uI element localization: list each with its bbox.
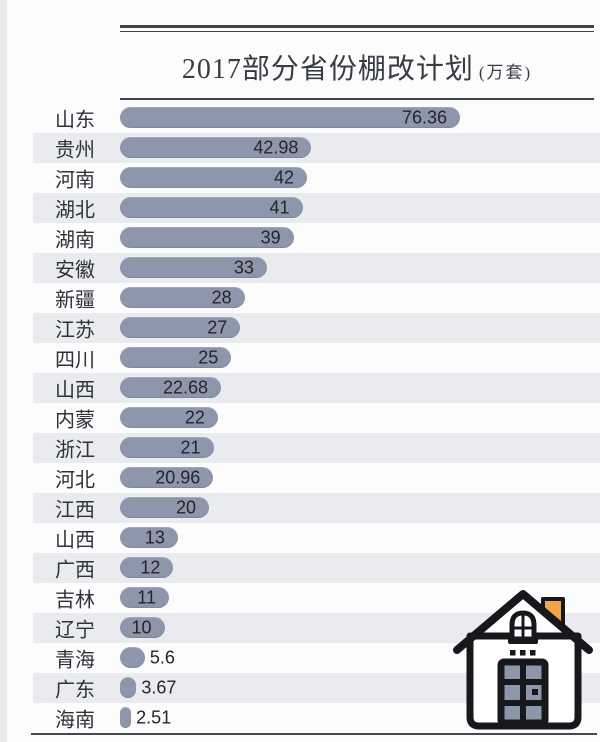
value-bar (120, 587, 169, 608)
chart-row: 广西 12 (0, 553, 600, 583)
province-label: 吉林 (55, 589, 95, 612)
province-label: 广东 (55, 679, 95, 702)
value-bar (120, 377, 221, 398)
value-label: 21 (180, 437, 201, 458)
province-label: 山东 (55, 109, 95, 132)
value-label: 25 (198, 347, 219, 368)
left-edge-strip (0, 0, 7, 742)
province-label: 河南 (55, 169, 95, 192)
value-bar (120, 197, 303, 218)
province-label: 四川 (55, 349, 95, 372)
title-top-rule (120, 25, 594, 32)
house-icon (453, 590, 593, 730)
facade-dot (530, 650, 536, 656)
province-label: 湖北 (55, 199, 95, 222)
value-bar (120, 287, 245, 308)
value-label: 10 (131, 617, 152, 638)
province-label: 安徽 (55, 259, 95, 282)
province-label: 江苏 (55, 319, 95, 342)
value-bar (120, 677, 137, 698)
chart-row: 河北 20.96 (0, 463, 600, 493)
province-label: 新疆 (55, 289, 95, 312)
chart-row: 山西 13 (0, 523, 600, 553)
value-bar (120, 647, 145, 668)
chart-row: 安徽 33 (0, 253, 600, 283)
chart-row: 四川 25 (0, 343, 600, 373)
bar-chart: 山东 76.36 贵州 42.98 河南 42 湖北 41 湖南 39 安徽 33 新疆 28 江苏 27 四川… (0, 103, 600, 733)
chart-row: 湖南 39 (0, 223, 600, 253)
chart-row: 河南 42 (0, 163, 600, 193)
value-label: 41 (269, 197, 290, 218)
value-bar (120, 467, 214, 488)
value-bar (120, 167, 307, 188)
chart-row: 江西 20 (0, 493, 600, 523)
province-label: 青海 (55, 649, 95, 672)
page-title: 2017部分省份棚改计划 (万套) (120, 32, 594, 98)
chart-title-box: 2017部分省份棚改计划 (万套) (120, 25, 594, 100)
facade-dot (520, 650, 526, 656)
province-label: 湖南 (55, 229, 95, 252)
chart-row: 新疆 28 (0, 283, 600, 313)
chart-row: 山西 22.68 (0, 373, 600, 403)
gable-window-sill (508, 638, 538, 644)
chart-row: 青海 5.6 (0, 643, 600, 673)
value-bar (120, 497, 210, 518)
value-label: 13 (144, 527, 165, 548)
value-label: 27 (207, 317, 228, 338)
title-unit: (万套) (478, 63, 533, 82)
value-label: 5.6 (149, 647, 175, 668)
province-label: 山西 (55, 379, 95, 402)
value-label: 11 (137, 587, 156, 608)
title-bottom-rule (120, 98, 594, 100)
value-label: 33 (233, 257, 254, 278)
chart-row: 贵州 42.98 (0, 133, 600, 163)
value-bar (120, 407, 218, 428)
value-label: 22 (184, 407, 205, 428)
province-label: 河北 (55, 469, 95, 492)
chart-row: 海南 2.51 (0, 703, 600, 733)
province-label: 广西 (55, 559, 95, 582)
value-bar (120, 107, 460, 128)
value-label: 42 (273, 167, 294, 188)
facade-dot (510, 650, 516, 656)
value-bar (120, 257, 267, 278)
value-label: 39 (260, 227, 281, 248)
value-bar (120, 557, 174, 578)
chart-row: 浙江 21 (0, 433, 600, 463)
value-bar (120, 227, 294, 248)
value-label: 2.51 (136, 707, 172, 728)
province-label: 辽宁 (55, 619, 95, 642)
province-label: 内蒙 (55, 409, 95, 432)
value-label: 22.68 (162, 377, 208, 398)
value-label: 3.67 (141, 677, 177, 698)
chart-row: 江苏 27 (0, 313, 600, 343)
chart-row: 内蒙 22 (0, 403, 600, 433)
province-label: 贵州 (55, 139, 95, 162)
value-label: 20 (176, 497, 197, 518)
chart-row: 山东 76.36 (0, 103, 600, 133)
value-bar (120, 707, 132, 728)
chart-row: 湖北 41 (0, 193, 600, 223)
value-label: 42.98 (253, 137, 299, 158)
province-label: 海南 (55, 709, 95, 732)
value-bar (120, 617, 165, 638)
value-bar (120, 347, 232, 368)
province-label: 浙江 (55, 439, 95, 462)
house-roof (453, 590, 593, 654)
value-label: 76.36 (401, 107, 447, 128)
chart-row: 吉林 11 (0, 583, 600, 613)
value-label: 28 (211, 287, 232, 308)
door-handle (532, 689, 538, 695)
province-label: 山西 (55, 529, 95, 552)
province-label: 江西 (55, 499, 95, 522)
value-label: 20.96 (155, 467, 201, 488)
chart-bottom-rule (31, 733, 597, 735)
value-bar (120, 317, 241, 338)
page-title-text: 2017部分省份棚改计划 (181, 54, 474, 85)
value-bar (120, 437, 214, 458)
value-bar (120, 137, 312, 158)
value-bar (120, 527, 178, 548)
value-label: 12 (140, 557, 161, 578)
